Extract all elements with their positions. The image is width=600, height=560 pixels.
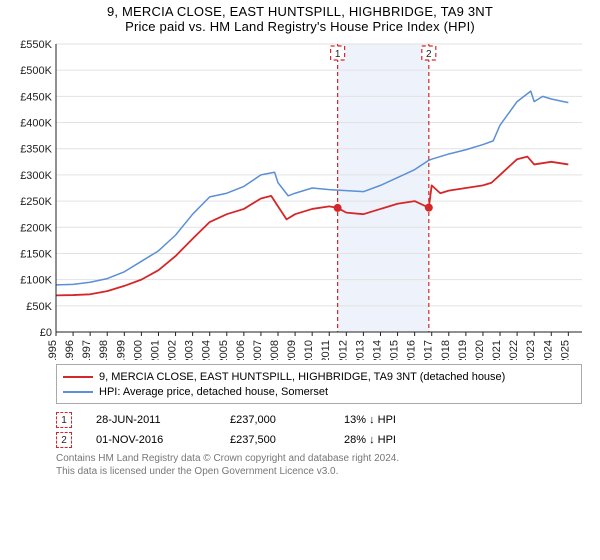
svg-text:£400K: £400K [20,118,52,130]
svg-text:1996: 1996 [64,340,76,360]
license-text: Contains HM Land Registry data © Crown c… [56,452,582,478]
legend-label: HPI: Average price, detached house, Some… [99,386,328,398]
price-chart: £0 £50K £100K £150K £200K £250K £300K £350K £400… [8,40,592,360]
svg-text:£250K: £250K [20,196,52,208]
svg-text:2011: 2011 [320,340,332,360]
svg-text:2024: 2024 [542,340,554,360]
svg-text:2021: 2021 [491,340,503,360]
svg-text:2020: 2020 [474,340,486,360]
svg-text:2004: 2004 [201,340,213,360]
license-line1: Contains HM Land Registry data © Crown c… [56,452,582,465]
legend-swatch [63,391,93,393]
svg-text:2022: 2022 [508,340,520,360]
page-title-line2: Price paid vs. HM Land Registry's House … [8,19,592,34]
svg-text:2019: 2019 [457,340,469,360]
event-delta: 28% ↓ HPI [344,434,396,446]
svg-text:£550K: £550K [20,40,52,51]
svg-text:1999: 1999 [115,340,127,360]
svg-text:£500K: £500K [20,65,52,77]
svg-text:2005: 2005 [218,340,230,360]
svg-text:2016: 2016 [406,340,418,360]
svg-text:2014: 2014 [371,340,383,360]
event-date: 28-JUN-2011 [96,414,206,426]
svg-text:£0: £0 [40,327,52,339]
event-price: £237,500 [230,434,320,446]
event-row: 1 28-JUN-2011 £237,000 13% ↓ HPI [56,410,582,430]
svg-text:2007: 2007 [252,340,264,360]
legend-item: HPI: Average price, detached house, Some… [63,384,575,399]
svg-text:£350K: £350K [20,144,52,156]
svg-text:£300K: £300K [20,170,52,182]
svg-text:£50K: £50K [26,301,52,313]
svg-text:2013: 2013 [354,340,366,360]
svg-text:2003: 2003 [184,340,196,360]
svg-text:£150K: £150K [20,248,52,260]
svg-text:1997: 1997 [81,340,93,360]
legend-label: 9, MERCIA CLOSE, EAST HUNTSPILL, HIGHBRI… [99,371,505,383]
svg-text:£450K: £450K [20,91,52,103]
svg-text:£100K: £100K [20,275,52,287]
svg-text:2018: 2018 [440,340,452,360]
svg-text:2008: 2008 [269,340,281,360]
svg-text:2010: 2010 [303,340,315,360]
event-id-box: 1 [56,412,72,428]
svg-text:2000: 2000 [132,340,144,360]
svg-text:2015: 2015 [389,340,401,360]
svg-text:2001: 2001 [149,340,161,360]
svg-text:2009: 2009 [286,340,298,360]
legend-swatch [63,376,93,378]
svg-text:1995: 1995 [47,340,59,360]
svg-text:£200K: £200K [20,222,52,234]
event-row: 2 01-NOV-2016 £237,500 28% ↓ HPI [56,430,582,450]
svg-text:2023: 2023 [525,340,537,360]
event-delta: 13% ↓ HPI [344,414,396,426]
svg-text:2025: 2025 [559,340,571,360]
svg-text:2: 2 [426,49,432,60]
event-price: £237,000 [230,414,320,426]
svg-text:1998: 1998 [98,340,110,360]
legend-item: 9, MERCIA CLOSE, EAST HUNTSPILL, HIGHBRI… [63,369,575,384]
svg-text:1: 1 [335,49,341,60]
event-id-box: 2 [56,432,72,448]
events-table: 1 28-JUN-2011 £237,000 13% ↓ HPI 2 01-NOV-201… [56,410,582,450]
event-date: 01-NOV-2016 [96,434,206,446]
page-title-line1: 9, MERCIA CLOSE, EAST HUNTSPILL, HIGHBRI… [8,4,592,19]
license-line2: This data is licensed under the Open Gov… [56,465,582,478]
svg-text:2012: 2012 [337,340,349,360]
svg-text:2002: 2002 [167,340,179,360]
svg-text:2017: 2017 [423,340,435,360]
legend: 9, MERCIA CLOSE, EAST HUNTSPILL, HIGHBRI… [56,364,582,404]
svg-text:2006: 2006 [235,340,247,360]
